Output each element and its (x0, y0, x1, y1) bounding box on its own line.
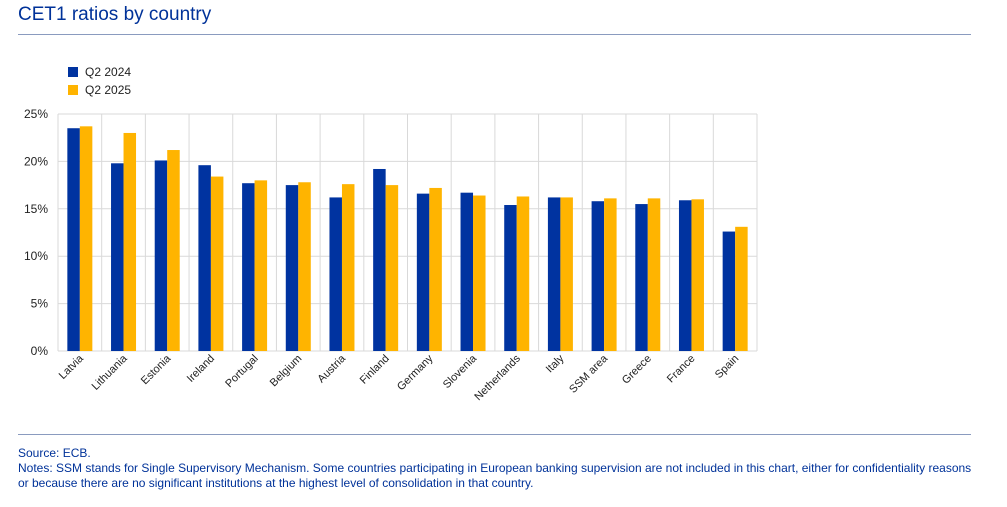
x-category-label: Estonia (139, 352, 174, 387)
source-text: Source: ECB. (18, 446, 91, 460)
bar-q2-2024 (635, 204, 648, 351)
bar-q2-2024 (67, 128, 80, 351)
bar-q2-2024 (591, 201, 605, 351)
bar-q2-2025 (516, 196, 530, 351)
y-tick-label: 5% (31, 297, 49, 311)
legend-label: Q2 2024 (85, 65, 131, 79)
y-tick-label: 20% (24, 154, 48, 168)
legend-swatch (68, 67, 78, 77)
bar-q2-2024 (154, 160, 168, 351)
bar-q2-2025 (298, 182, 311, 351)
page-title: CET1 ratios by country (18, 4, 212, 25)
bar-q2-2024 (373, 168, 386, 351)
x-category-label: Spain (713, 353, 741, 381)
bar-q2-2024 (547, 197, 561, 351)
bar-q2-2024 (416, 193, 430, 351)
bar-q2-2024 (198, 165, 211, 351)
bar-q2-2025 (385, 185, 399, 351)
x-category-label: Finland (358, 353, 392, 387)
x-category-label: Latvia (57, 352, 87, 382)
x-category-label: Netherlands (472, 352, 523, 403)
bar-q2-2024 (460, 192, 474, 351)
legend-swatch (68, 85, 78, 95)
bar-q2-2025 (254, 180, 268, 351)
x-category-label: Austria (315, 352, 348, 385)
bar-q2-2025 (735, 226, 748, 351)
y-tick-label: 10% (24, 249, 48, 263)
x-category-label: Belgium (268, 353, 305, 390)
bar-q2-2025 (473, 195, 486, 351)
notes-text: Notes: SSM stands for Single Supervisory… (18, 461, 972, 490)
y-tick-label: 25% (24, 107, 48, 121)
footer: Source: ECB. Notes: SSM stands for Singl… (18, 446, 978, 491)
x-category-label: Slovenia (441, 352, 480, 391)
x-category-label: France (665, 353, 698, 386)
bar-q2-2024 (329, 197, 342, 351)
bar-q2-2024 (285, 185, 299, 351)
bar-q2-2024 (722, 231, 736, 351)
bar-q2-2025 (429, 187, 442, 351)
bar-q2-2025 (123, 132, 137, 351)
bar-q2-2025 (647, 198, 661, 351)
x-category-label: SSM area (567, 352, 611, 396)
header-divider (18, 34, 971, 35)
x-category-label: Greece (620, 353, 654, 387)
bar-chart: 0% 5% 10% 15% 20% 25% Latvia Lithuania Estonia Ir… (24, 65, 758, 403)
x-category-label: Lithuania (90, 352, 131, 393)
footer-divider (18, 434, 971, 435)
bar-q2-2025 (210, 176, 224, 351)
bar-q2-2024 (242, 183, 255, 351)
y-tick-label: 0% (31, 344, 49, 358)
bar-q2-2024 (678, 200, 692, 351)
x-category-label: Germany (395, 352, 436, 393)
y-tick-label: 15% (24, 202, 48, 216)
bar-q2-2025 (560, 197, 573, 351)
bar-q2-2025 (79, 126, 93, 351)
bar-q2-2025 (167, 150, 180, 351)
bar-q2-2024 (504, 205, 517, 351)
bar-q2-2025 (691, 199, 704, 351)
legend-label: Q2 2025 (85, 83, 131, 97)
x-category-label: Ireland (185, 353, 217, 385)
bar-q2-2025 (604, 198, 617, 351)
x-category-label: Italy (544, 352, 567, 375)
bar-q2-2024 (111, 163, 124, 351)
x-category-label: Portugal (223, 353, 260, 390)
bar-q2-2025 (341, 184, 355, 351)
